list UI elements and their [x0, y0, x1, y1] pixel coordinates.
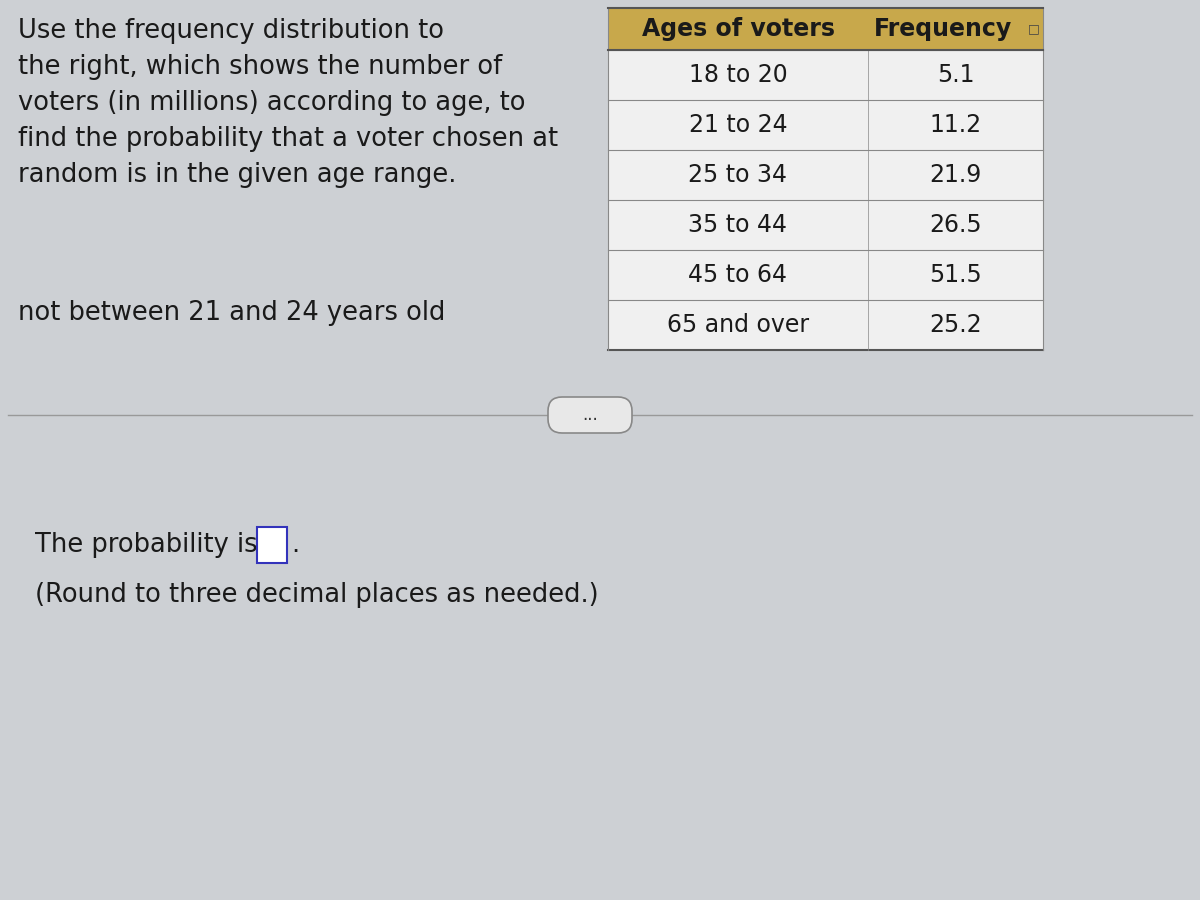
- Text: not between 21 and 24 years old: not between 21 and 24 years old: [18, 300, 445, 326]
- Text: 25.2: 25.2: [929, 313, 982, 337]
- Bar: [608, 8, 1043, 50]
- Text: Use the frequency distribution to
the right, which shows the number of
voters (i: Use the frequency distribution to the ri…: [18, 18, 558, 188]
- FancyBboxPatch shape: [548, 397, 632, 433]
- Text: □: □: [1028, 22, 1040, 35]
- Text: 21.9: 21.9: [929, 163, 982, 187]
- Text: 51.5: 51.5: [929, 263, 982, 287]
- Text: The probability is: The probability is: [35, 532, 265, 558]
- Text: 35 to 44: 35 to 44: [689, 213, 787, 237]
- Text: 65 and over: 65 and over: [667, 313, 809, 337]
- Text: Frequency: Frequency: [875, 17, 1013, 41]
- Text: 18 to 20: 18 to 20: [689, 63, 787, 87]
- Text: 45 to 64: 45 to 64: [689, 263, 787, 287]
- Text: Ages of voters: Ages of voters: [642, 17, 834, 41]
- Text: 11.2: 11.2: [930, 113, 982, 137]
- Text: ...: ...: [582, 406, 598, 424]
- Bar: [257, 527, 287, 563]
- Text: 5.1: 5.1: [937, 63, 974, 87]
- Text: 25 to 34: 25 to 34: [689, 163, 787, 187]
- Text: 21 to 24: 21 to 24: [689, 113, 787, 137]
- Text: 26.5: 26.5: [929, 213, 982, 237]
- Bar: [608, 8, 1043, 350]
- Text: (Round to three decimal places as needed.): (Round to three decimal places as needed…: [35, 582, 599, 608]
- Text: .: .: [292, 532, 299, 558]
